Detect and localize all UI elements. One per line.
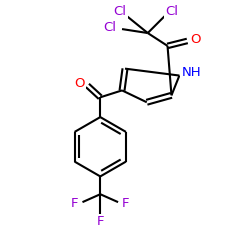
Text: F: F	[71, 196, 78, 209]
Text: NH: NH	[182, 66, 201, 79]
Text: F: F	[122, 196, 130, 209]
Text: F: F	[96, 216, 104, 228]
Text: Cl: Cl	[165, 5, 178, 18]
Text: Cl: Cl	[104, 20, 117, 34]
Text: O: O	[74, 77, 85, 90]
Text: O: O	[190, 34, 200, 46]
Text: Cl: Cl	[114, 5, 126, 18]
